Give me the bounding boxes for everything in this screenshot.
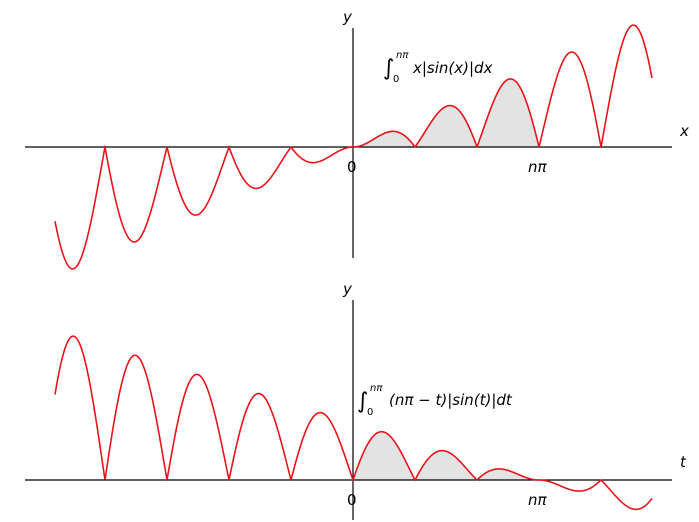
bottom-y-axis-label: y	[342, 280, 353, 298]
top-y-axis-label: y	[342, 8, 353, 26]
top-integrand: x|sin(x)|dx	[412, 59, 493, 77]
bottom-shaded-area	[353, 431, 539, 480]
top-tick-label-npi: nπ	[528, 158, 548, 176]
top-integral-lower: 0	[393, 74, 399, 85]
bottom-integral-sign: ∫	[357, 389, 368, 414]
bottom-x-axis-label: t	[680, 453, 687, 471]
top-integral-upper: nπ	[396, 50, 409, 61]
bottom-integrand: (nπ − t)|sin(t)|dt	[389, 391, 513, 409]
top-shaded-area	[353, 78, 539, 147]
top-series-line	[54, 24, 653, 270]
top-chart: y x 0 nπ ∫ nπ 0 x|sin(x)|dx	[25, 8, 689, 270]
top-x-axis-label: x	[679, 122, 689, 140]
bottom-integral-upper: nπ	[370, 383, 383, 394]
bottom-chart: y t 0 nπ ∫ nπ 0 (nπ − t)|sin(t)|dt	[25, 280, 687, 520]
bottom-tick-label-zero: 0	[347, 491, 357, 509]
bottom-integral-lower: 0	[367, 407, 373, 418]
bottom-tick-label-npi: nπ	[528, 491, 548, 509]
top-integral-sign: ∫	[383, 56, 394, 81]
top-tick-label-zero: 0	[347, 158, 357, 176]
bottom-series-line	[54, 335, 653, 511]
